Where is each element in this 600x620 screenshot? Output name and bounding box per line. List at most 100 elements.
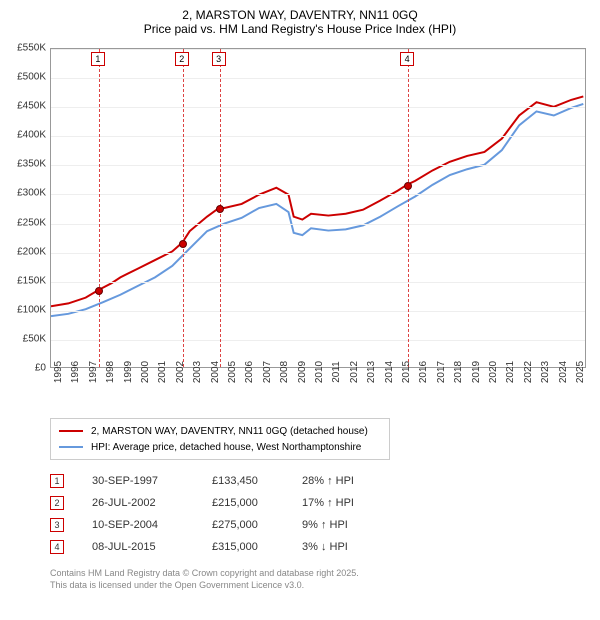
legend-row: HPI: Average price, detached house, West… bbox=[59, 439, 381, 455]
gridline-h bbox=[51, 253, 585, 254]
x-tick-label: 2009 bbox=[297, 361, 308, 383]
marker-line bbox=[183, 49, 184, 367]
series-line-property bbox=[51, 96, 583, 306]
x-tick-label: 2008 bbox=[279, 361, 290, 383]
sales-row-number: 1 bbox=[50, 474, 64, 488]
y-tick-label: £300K bbox=[4, 188, 46, 199]
marker-dot bbox=[404, 182, 412, 190]
x-tick-label: 2016 bbox=[418, 361, 429, 383]
x-tick-label: 1999 bbox=[123, 361, 134, 383]
x-tick-label: 2012 bbox=[349, 361, 360, 383]
y-tick-label: £50K bbox=[4, 333, 46, 344]
legend-swatch bbox=[59, 430, 83, 432]
x-tick-label: 2025 bbox=[575, 361, 586, 383]
gridline-h bbox=[51, 107, 585, 108]
footer-line2: This data is licensed under the Open Gov… bbox=[50, 580, 592, 592]
marker-line bbox=[408, 49, 409, 367]
marker-number-box: 4 bbox=[400, 52, 414, 66]
y-tick-label: £150K bbox=[4, 275, 46, 286]
x-tick-label: 1997 bbox=[88, 361, 99, 383]
x-tick-label: 2011 bbox=[331, 361, 342, 383]
x-tick-label: 2021 bbox=[505, 361, 516, 383]
sales-row: 3 10-SEP-2004£275,0009% ↑ HPI bbox=[50, 514, 592, 536]
sales-row-pct: 17% ↑ HPI bbox=[302, 497, 392, 509]
gridline-h bbox=[51, 224, 585, 225]
sales-row-number: 2 bbox=[50, 496, 64, 510]
x-tick-label: 2015 bbox=[401, 361, 412, 383]
sales-row-date: 26-JUL-2002 bbox=[92, 497, 212, 509]
sales-row-date: 08-JUL-2015 bbox=[92, 541, 212, 553]
legend-swatch bbox=[59, 446, 83, 448]
marker-number-box: 3 bbox=[212, 52, 226, 66]
gridline-h bbox=[51, 136, 585, 137]
chart-lines-svg bbox=[51, 49, 585, 367]
chart-title: 2, MARSTON WAY, DAVENTRY, NN11 0GQ Price… bbox=[8, 8, 592, 36]
marker-dot bbox=[95, 287, 103, 295]
y-tick-label: £450K bbox=[4, 101, 46, 112]
x-tick-label: 1995 bbox=[53, 361, 64, 383]
x-tick-label: 2023 bbox=[540, 361, 551, 383]
gridline-h bbox=[51, 311, 585, 312]
x-tick-label: 2017 bbox=[436, 361, 447, 383]
chart-area: £0£50K£100K£150K£200K£250K£300K£350K£400… bbox=[8, 44, 592, 414]
legend-label: 2, MARSTON WAY, DAVENTRY, NN11 0GQ (deta… bbox=[91, 426, 368, 437]
gridline-h bbox=[51, 282, 585, 283]
legend-label: HPI: Average price, detached house, West… bbox=[91, 442, 361, 453]
gridline-h bbox=[51, 194, 585, 195]
legend: 2, MARSTON WAY, DAVENTRY, NN11 0GQ (deta… bbox=[50, 418, 390, 460]
marker-line bbox=[99, 49, 100, 367]
y-tick-label: £200K bbox=[4, 246, 46, 257]
sales-row-price: £275,000 bbox=[212, 519, 302, 531]
sales-row: 4 08-JUL-2015£315,0003% ↓ HPI bbox=[50, 536, 592, 558]
x-tick-label: 2013 bbox=[366, 361, 377, 383]
marker-number-box: 2 bbox=[175, 52, 189, 66]
y-tick-label: £250K bbox=[4, 217, 46, 228]
plot-box bbox=[50, 48, 586, 368]
x-tick-label: 2020 bbox=[488, 361, 499, 383]
x-tick-label: 2022 bbox=[523, 361, 534, 383]
marker-dot bbox=[179, 240, 187, 248]
sales-table: 1 30-SEP-1997£133,45028% ↑ HPI 2 26-JUL-200… bbox=[50, 470, 592, 558]
sales-row: 1 30-SEP-1997£133,45028% ↑ HPI bbox=[50, 470, 592, 492]
x-tick-label: 2003 bbox=[192, 361, 203, 383]
sales-row-number: 4 bbox=[50, 540, 64, 554]
sales-row-date: 30-SEP-1997 bbox=[92, 475, 212, 487]
y-tick-label: £400K bbox=[4, 130, 46, 141]
sales-row-price: £315,000 bbox=[212, 541, 302, 553]
y-tick-label: £550K bbox=[4, 43, 46, 54]
sales-row-price: £215,000 bbox=[212, 497, 302, 509]
y-tick-label: £0 bbox=[4, 363, 46, 374]
sales-row-price: £133,450 bbox=[212, 475, 302, 487]
sales-row: 2 26-JUL-2002£215,00017% ↑ HPI bbox=[50, 492, 592, 514]
x-tick-label: 2004 bbox=[210, 361, 221, 383]
footer: Contains HM Land Registry data © Crown c… bbox=[50, 568, 592, 591]
gridline-h bbox=[51, 49, 585, 50]
x-tick-label: 2018 bbox=[453, 361, 464, 383]
sales-row-pct: 9% ↑ HPI bbox=[302, 519, 392, 531]
x-tick-label: 1996 bbox=[70, 361, 81, 383]
y-tick-label: £500K bbox=[4, 72, 46, 83]
marker-dot bbox=[216, 205, 224, 213]
x-tick-label: 2002 bbox=[175, 361, 186, 383]
x-tick-label: 2014 bbox=[384, 361, 395, 383]
title-line2: Price paid vs. HM Land Registry's House … bbox=[8, 22, 592, 36]
footer-line1: Contains HM Land Registry data © Crown c… bbox=[50, 568, 592, 580]
x-tick-label: 2000 bbox=[140, 361, 151, 383]
sales-row-pct: 28% ↑ HPI bbox=[302, 475, 392, 487]
y-tick-label: £350K bbox=[4, 159, 46, 170]
gridline-h bbox=[51, 78, 585, 79]
x-tick-label: 2007 bbox=[262, 361, 273, 383]
x-tick-label: 2006 bbox=[244, 361, 255, 383]
gridline-h bbox=[51, 165, 585, 166]
x-tick-label: 2005 bbox=[227, 361, 238, 383]
marker-number-box: 1 bbox=[91, 52, 105, 66]
legend-row: 2, MARSTON WAY, DAVENTRY, NN11 0GQ (deta… bbox=[59, 423, 381, 439]
sales-row-pct: 3% ↓ HPI bbox=[302, 541, 392, 553]
y-tick-label: £100K bbox=[4, 304, 46, 315]
sales-row-number: 3 bbox=[50, 518, 64, 532]
x-tick-label: 2001 bbox=[157, 361, 168, 383]
title-line1: 2, MARSTON WAY, DAVENTRY, NN11 0GQ bbox=[8, 8, 592, 22]
x-tick-label: 1998 bbox=[105, 361, 116, 383]
sales-row-date: 10-SEP-2004 bbox=[92, 519, 212, 531]
x-tick-label: 2024 bbox=[558, 361, 569, 383]
